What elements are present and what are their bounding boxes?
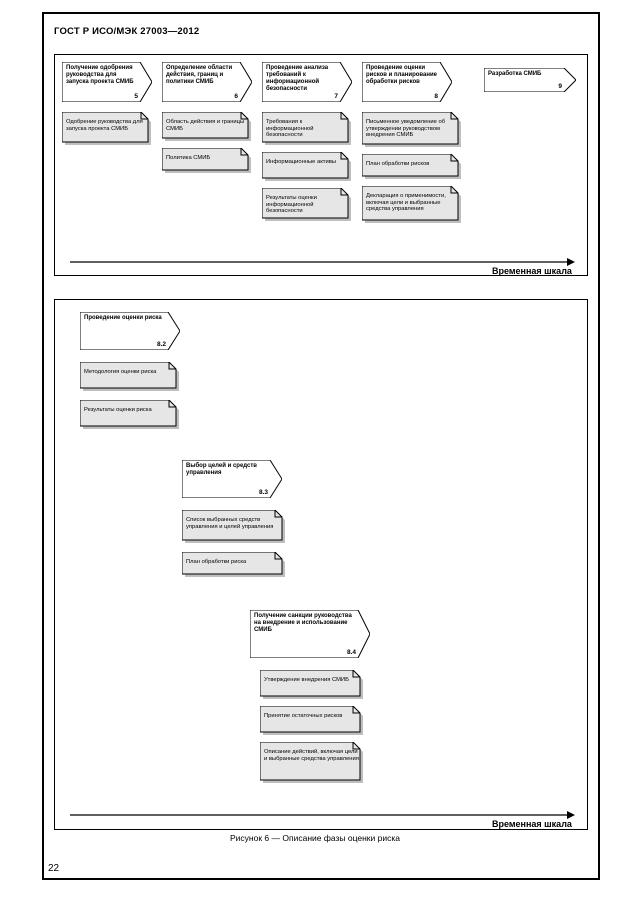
p1-process-3: Проведение оценки рисков и планирование … bbox=[362, 62, 452, 102]
p2-doc-1-label: Результаты оценки риска bbox=[84, 407, 176, 414]
p1-process-4: Разработка СМИБ 9 bbox=[484, 68, 576, 92]
p1-doc-4-label: Информационные активы bbox=[266, 159, 348, 166]
p1-doc-7-label: План обработки рисков bbox=[366, 161, 458, 168]
p1-doc-3: Требования к информационной безопасности bbox=[262, 112, 352, 146]
p2-doc-6: Описание действий, включая цели и выбран… bbox=[260, 742, 364, 784]
p1-doc-4: Информационные активы bbox=[262, 152, 352, 182]
p1-doc-1-label: Область действия и границы СМИБ bbox=[166, 119, 248, 132]
p2-process-2: Получение санкции руководства на внедрен… bbox=[250, 610, 370, 658]
p1-process-3-label: Проведение оценки рисков и планирование … bbox=[366, 65, 438, 86]
p1-process-2-number: 7 bbox=[334, 93, 338, 100]
p2-process-2-number: 8.4 bbox=[347, 649, 356, 656]
p1-process-4-number: 9 bbox=[558, 83, 562, 90]
p1-process-1-label: Определение области действия, границ и п… bbox=[166, 65, 238, 86]
p1-process-1: Определение области действия, границ и п… bbox=[162, 62, 252, 102]
p2-process-1-label: Выбор целей и средств управления bbox=[186, 463, 268, 477]
p1-doc-2-label: Политика СМИБ bbox=[166, 155, 248, 162]
p1-process-0: Получение одобрения руководства для запу… bbox=[62, 62, 152, 102]
p2-doc-2: Список выбранных средств управления и це… bbox=[182, 510, 286, 544]
p2-doc-6-label: Описание действий, включая цели и выбран… bbox=[264, 749, 360, 762]
p1-doc-3-label: Требования к информационной безопасности bbox=[266, 119, 348, 139]
p2-process-1-number: 8.3 bbox=[259, 489, 268, 496]
timeline-1-label: Временная шкала bbox=[492, 266, 572, 276]
p2-process-0: Проведение оценки риска 8.2 bbox=[80, 312, 180, 350]
p2-process-0-number: 8.2 bbox=[157, 341, 166, 348]
p1-process-0-number: 5 bbox=[134, 93, 138, 100]
p1-process-3-number: 8 bbox=[434, 93, 438, 100]
p1-doc-6-label: Письменное уведомление об утверждении ру… bbox=[366, 119, 458, 139]
p2-process-2-label: Получение санкции руководства на внедрен… bbox=[254, 613, 356, 634]
p1-doc-7: План обработки рисков bbox=[362, 154, 462, 180]
p1-process-4-label: Разработка СМИБ bbox=[488, 71, 562, 78]
p2-doc-4: Утверждение внедрения СМИБ bbox=[260, 670, 364, 700]
p1-process-2: Проведение анализа требований к информац… bbox=[262, 62, 352, 102]
p1-process-2-label: Проведение анализа требований к информац… bbox=[266, 65, 338, 93]
p1-doc-0-label: Одобрение руководства для запуска проект… bbox=[66, 119, 148, 132]
p2-doc-0: Методология оценки риска bbox=[80, 362, 180, 392]
p1-process-1-number: 6 bbox=[234, 93, 238, 100]
p1-doc-5-label: Результаты оценки информационной безопас… bbox=[266, 195, 348, 215]
figure-caption: Рисунок 6 — Описание фазы оценки риска bbox=[0, 833, 630, 843]
doc-header: ГОСТ Р ИСО/МЭК 27003—2012 bbox=[54, 26, 199, 37]
p2-doc-5-label: Принятие остаточных рисков bbox=[264, 713, 360, 720]
p1-doc-1: Область действия и границы СМИБ bbox=[162, 112, 252, 142]
p2-doc-4-label: Утверждение внедрения СМИБ bbox=[264, 677, 360, 684]
p1-process-0-label: Получение одобрения руководства для запу… bbox=[66, 65, 138, 86]
p2-doc-3-label: План обработки риска bbox=[186, 559, 282, 566]
p2-doc-1: Результаты оценки риска bbox=[80, 400, 180, 430]
p2-process-0-label: Проведение оценки риска bbox=[84, 315, 166, 322]
p1-doc-8-label: Декларация о применимости, включая цели … bbox=[366, 193, 458, 213]
p2-doc-0-label: Методология оценки риска bbox=[84, 369, 176, 376]
page-number: 22 bbox=[48, 863, 59, 874]
p2-doc-3: План обработки риска bbox=[182, 552, 286, 578]
p1-doc-8: Декларация о применимости, включая цели … bbox=[362, 186, 462, 224]
page: ГОСТ Р ИСО/МЭК 27003—2012 22 Получение о… bbox=[0, 0, 630, 913]
p2-doc-5: Принятие остаточных рисков bbox=[260, 706, 364, 736]
p1-doc-0: Одобрение руководства для запуска проект… bbox=[62, 112, 152, 146]
p1-doc-5: Результаты оценки информационной безопас… bbox=[262, 188, 352, 222]
p2-process-1: Выбор целей и средств управления 8.3 bbox=[182, 460, 282, 498]
p1-doc-6: Письменное уведомление об утверждении ру… bbox=[362, 112, 462, 148]
timeline-2-label: Временная шкала bbox=[492, 819, 572, 829]
p2-doc-2-label: Список выбранных средств управления и це… bbox=[186, 517, 282, 530]
p1-doc-2: Политика СМИБ bbox=[162, 148, 252, 174]
